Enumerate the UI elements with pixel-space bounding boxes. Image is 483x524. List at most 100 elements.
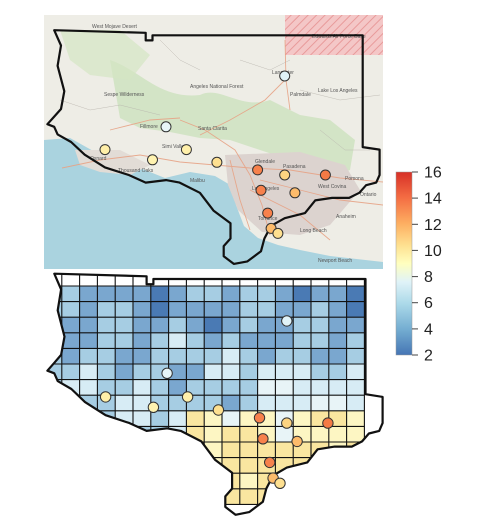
grid-cell: [222, 473, 240, 489]
label-lake-la: Lake Los Angeles: [318, 88, 358, 94]
grid-cell: [79, 457, 98, 474]
grid-cell: [311, 332, 329, 349]
grid-cell: [257, 364, 276, 380]
grid-cell: [257, 442, 276, 458]
grid-cell: [97, 457, 116, 474]
label-oxnard: Oxnard: [90, 156, 107, 162]
station-marker: [274, 477, 286, 489]
basemap-panel: West Mojave Desert Edwards Air Force Bas…: [44, 15, 383, 269]
grid-cell: [168, 348, 187, 364]
grid-cell: [328, 364, 347, 380]
grid-cell: [222, 317, 240, 333]
channel-water: [90, 232, 122, 246]
label-glendale: Glendale: [255, 159, 275, 165]
grid-cell: [115, 457, 133, 474]
grid-cell: [204, 286, 222, 302]
grid-cell: [239, 301, 258, 318]
grid-cell: [150, 457, 169, 474]
grid-cell: [239, 473, 258, 489]
grid-cell: [346, 332, 365, 349]
station-marker: [161, 367, 173, 379]
grid-cell: [97, 317, 116, 333]
grid-cell: [61, 317, 80, 333]
grid-cell: [204, 457, 222, 474]
grid-cell: [47, 488, 62, 505]
grid-cell: [186, 317, 205, 333]
grid-cell: [61, 457, 80, 474]
grid-cell: [257, 395, 276, 411]
grid-cell: [275, 395, 294, 411]
label-simi-valley: Simi Valley: [162, 144, 187, 150]
grid-cell: [328, 457, 347, 474]
grid-cell: [61, 364, 80, 380]
grid-cell: [311, 364, 329, 380]
grid-cell: [239, 410, 258, 427]
grid-cell: [133, 301, 151, 318]
grid-cell: [79, 442, 98, 458]
grid-cell: [47, 395, 62, 411]
grid-cell: [115, 364, 133, 380]
grid-cell: [328, 286, 347, 302]
colorbar-tick-label: 2: [424, 348, 433, 365]
grid-cell: [97, 379, 116, 396]
grid-cell: [168, 379, 187, 396]
grid-cell: [168, 488, 187, 505]
colorbar-tick-label: 14: [424, 191, 442, 208]
wilderness-area: [60, 30, 150, 80]
grid-cell: [47, 426, 62, 442]
grid-cell: [311, 473, 329, 489]
grid-cell: [79, 348, 98, 364]
grid-cell: [168, 301, 187, 318]
label-malibu: Malibu: [190, 178, 205, 184]
minor-roads: [59, 39, 381, 151]
grid-cell: [47, 457, 62, 474]
grid-cell: [97, 473, 116, 489]
grid-cell: [79, 379, 98, 396]
grid-cell: [61, 442, 80, 458]
grid-cell: [115, 301, 133, 318]
grid-cell: [275, 426, 294, 442]
grid-cell: [186, 332, 205, 349]
grid-cell: [204, 317, 222, 333]
grid-cell: [133, 410, 151, 427]
grid-cell: [115, 348, 133, 364]
grid-cell: [133, 364, 151, 380]
grid-cell: [222, 410, 240, 427]
grid-cell: [346, 364, 365, 380]
grid-cell: [79, 426, 98, 442]
grid-cell: [61, 286, 80, 302]
grid-cell: [47, 442, 62, 458]
colorbar-tick-label: 6: [424, 295, 433, 312]
grid-cell: [346, 410, 365, 427]
grid-cell: [311, 301, 329, 318]
label-edwards: Edwards Air Force Base: [312, 34, 366, 40]
grid-cell: [204, 332, 222, 349]
station-marker: [181, 391, 194, 403]
grid-cell: [168, 317, 187, 333]
grid-cell: [257, 379, 276, 396]
grid-cell: [168, 332, 187, 349]
station-marker: [262, 207, 274, 219]
grid-cell: [186, 301, 205, 318]
grid-cell: [133, 488, 151, 505]
county-outline-top: [46, 29, 381, 265]
grid-cell: [47, 473, 62, 489]
station-marker: [147, 401, 160, 413]
grid-cell: [168, 473, 187, 489]
grid-cell: [239, 488, 258, 505]
grid-cell: [150, 332, 169, 349]
grid-cell: [61, 410, 80, 427]
grid-cell: [168, 410, 187, 427]
grid-cell: [239, 317, 258, 333]
grid-cell: [150, 317, 169, 333]
grid-cell: [186, 488, 205, 505]
grid-cell: [186, 348, 205, 364]
grid-cell: [204, 364, 222, 380]
grid-cell: [115, 395, 133, 411]
grid-cell: [97, 364, 116, 380]
grid-cell: [150, 379, 169, 396]
grid-cell: [133, 442, 151, 458]
grid-cell: [293, 364, 311, 380]
grid-cell: [346, 286, 365, 302]
grid-cell: [239, 364, 258, 380]
